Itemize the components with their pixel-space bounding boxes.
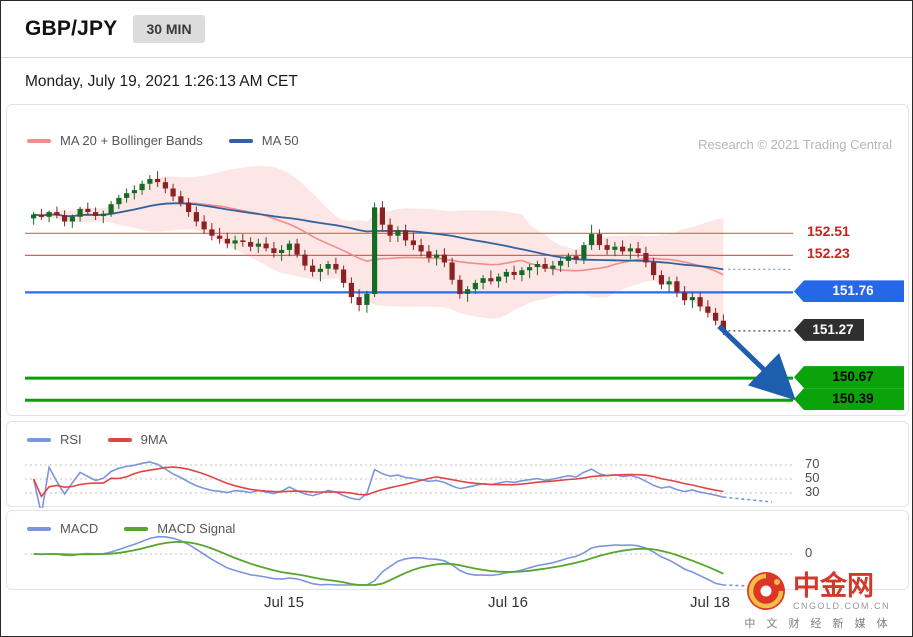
- ma20-swatch-icon: [27, 138, 51, 143]
- rsi-chart: [25, 461, 793, 508]
- research-attribution: Research © 2021 Trading Central: [698, 137, 892, 152]
- rsi-level-50-label: 50: [805, 470, 820, 485]
- rsi-level-30-label: 30: [805, 484, 820, 499]
- legend-ma50: MA 50: [228, 133, 299, 148]
- support-1-badge: 150.67: [794, 366, 904, 389]
- legend-9ma-label: 9MA: [140, 432, 168, 447]
- cngold-logo-icon: [746, 572, 785, 610]
- x-axis-label-jul16: Jul 16: [487, 594, 529, 611]
- legend-macd: MACD: [27, 521, 98, 536]
- bollinger-band-fill: [33, 166, 724, 332]
- candlestick-chart: [25, 166, 796, 402]
- chart-datetime: Monday, July 19, 2021 1:26:13 AM CET: [25, 73, 298, 90]
- ma50-swatch-icon: [228, 138, 253, 143]
- last-price-badge: 151.27: [794, 318, 864, 341]
- legend-rsi: RSI: [27, 432, 82, 447]
- macd-swatch-icon: [27, 526, 51, 531]
- rsi-panel: RSI 9MA: [6, 421, 909, 508]
- watermark-brand: 中金网: [792, 571, 874, 601]
- legend-macd-label: MACD: [60, 521, 99, 536]
- macd-signal-swatch-icon: [124, 526, 149, 531]
- rsi-9ma-line: [32, 466, 724, 499]
- pivot-price-badge: 151.76: [794, 280, 904, 303]
- price-legend: MA 20 + Bollinger Bands MA 50: [27, 133, 299, 148]
- macd-zero-label: 0: [805, 545, 813, 560]
- symbol-title: GBP/JPY: [25, 17, 118, 40]
- macd-legend: MACD MACD Signal: [27, 521, 235, 536]
- x-axis-label-jul18: Jul 18: [689, 594, 731, 611]
- legend-macd-signal-label: MACD Signal: [157, 521, 236, 536]
- rsi-swatch-icon: [27, 437, 51, 442]
- cngold-watermark: 中金网 CNGOLD.COM.CN 中 文 财 经 新 媒 体: [732, 571, 904, 631]
- legend-ma20-bollinger: MA 20 + Bollinger Bands: [27, 133, 203, 148]
- rsi-9ma-swatch-icon: [107, 437, 132, 442]
- macd-signal-line: [33, 540, 724, 586]
- header: GBP/JPY 30 MIN: [1, 1, 912, 58]
- resistance-2-label: 152.23: [807, 245, 850, 262]
- timeframe-badge: 30 MIN: [133, 15, 205, 43]
- legend-rsi-label: RSI: [60, 432, 82, 447]
- price-panel: MA 20 + Bollinger Bands MA 50 Research ©…: [6, 104, 909, 416]
- bearish-forecast-arrow: [717, 324, 796, 401]
- macd-line: [33, 535, 724, 586]
- ma50-line: [33, 202, 724, 271]
- legend-9ma: 9MA: [107, 432, 168, 447]
- rsi-line: [32, 461, 724, 508]
- legend-ma50-label: MA 50: [261, 133, 299, 148]
- watermark-domain: CNGOLD.COM.CN: [792, 601, 890, 611]
- candles: [31, 171, 726, 335]
- legend-ma20-label: MA 20 + Bollinger Bands: [60, 133, 203, 148]
- legend-macd-signal: MACD Signal: [124, 521, 235, 536]
- watermark-tagline: 中 文 财 经 新 媒 体: [744, 618, 892, 630]
- resistance-1-label: 152.51: [807, 223, 850, 240]
- macd-panel: MACD MACD Signal: [6, 510, 909, 590]
- x-axis-label-jul15: Jul 15: [263, 594, 305, 611]
- rsi-forecast-dashed: [723, 496, 773, 503]
- rsi-level-70-label: 70: [805, 456, 820, 471]
- support-2-badge: 150.39: [794, 388, 904, 411]
- rsi-legend: RSI 9MA: [27, 432, 167, 447]
